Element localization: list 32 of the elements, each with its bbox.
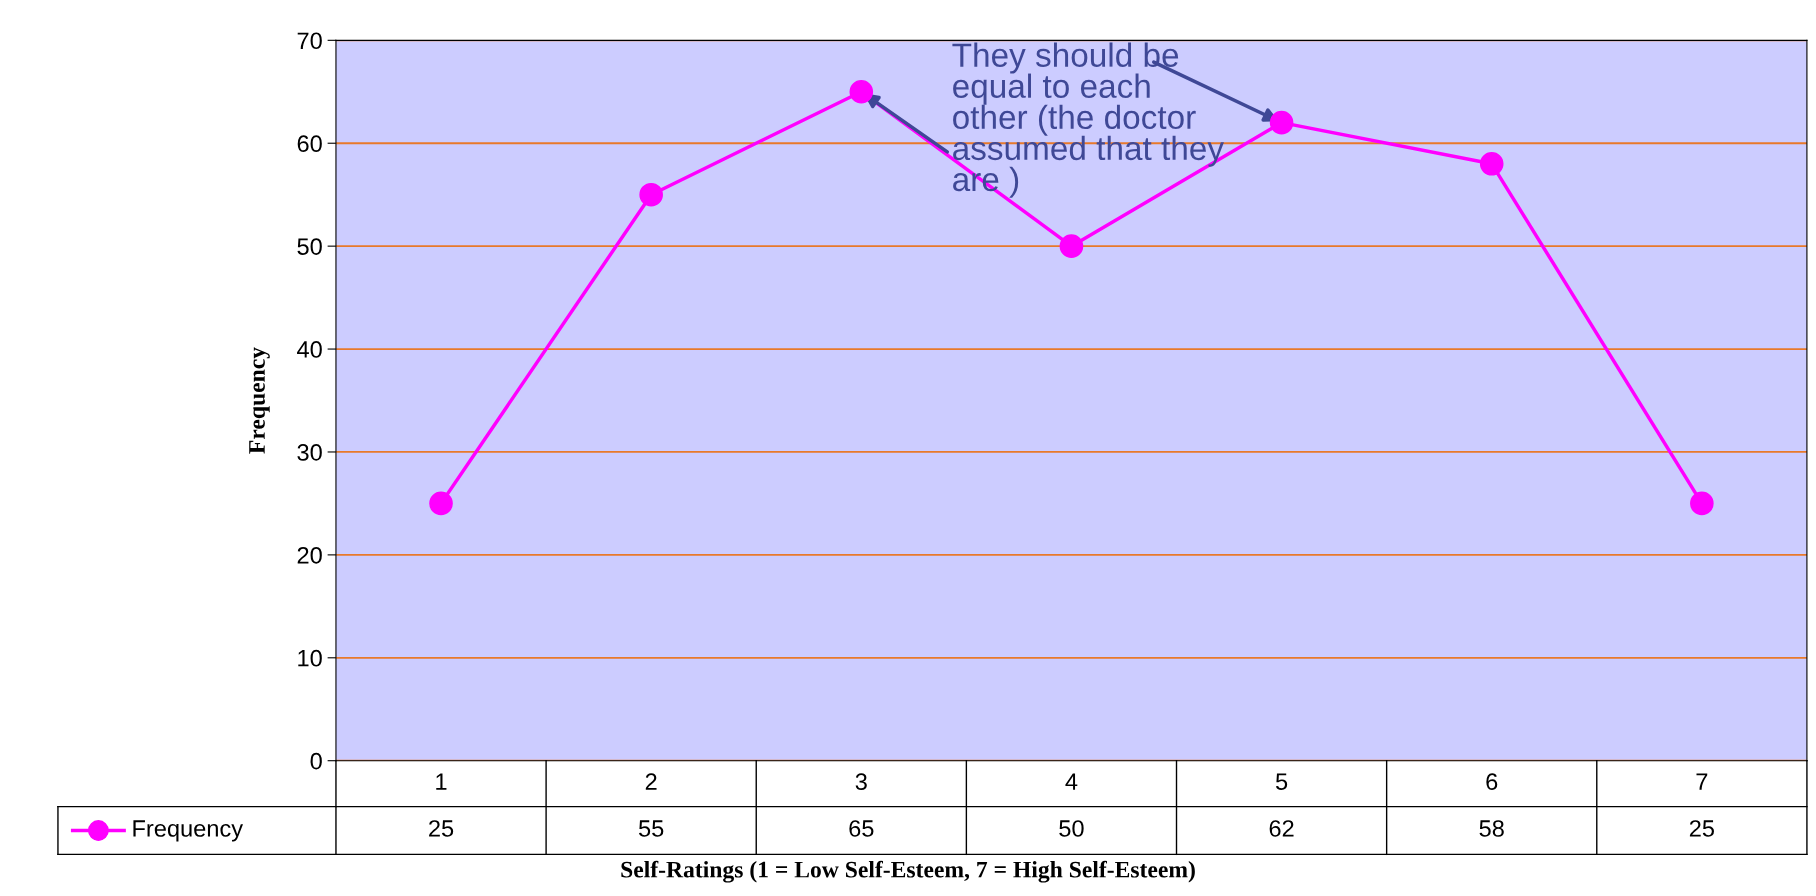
x-tick-label: 5 [1275, 773, 1288, 791]
y-tick-label: 60 [297, 135, 322, 153]
data-label: 25 [1689, 820, 1714, 837]
point [429, 491, 453, 516]
data-label: 25 [429, 820, 454, 837]
y-tick-label: 20 [297, 546, 322, 564]
y-axis-title: Frequency [249, 347, 270, 454]
point [1269, 110, 1294, 135]
y-tick-label: 0 [310, 752, 322, 770]
x-tick-label: 3 [855, 773, 867, 791]
data-label: 65 [849, 820, 874, 837]
data-label: 62 [1269, 820, 1294, 837]
x-tick-label: 1 [436, 773, 447, 790]
point [1059, 234, 1084, 258]
point [1690, 491, 1714, 516]
point [849, 79, 874, 104]
x-tick-label: 2 [645, 773, 657, 790]
y-tick-label: 40 [297, 341, 322, 358]
y-tick-label: 50 [297, 238, 322, 255]
data-label: 50 [1059, 820, 1084, 837]
data-label: 58 [1479, 820, 1504, 837]
x-tick-label: 6 [1486, 773, 1498, 791]
y-tick-label: 70 [297, 32, 322, 50]
point [1479, 152, 1504, 176]
x-axis-title: Self-Ratings (1 = Low Self-Esteem, 7 = High Self-Esteem) [621, 860, 1195, 883]
x-tick-label: 4 [1065, 773, 1078, 790]
point [639, 182, 663, 207]
legend-label: Frequency [133, 820, 244, 842]
y-tick-label: 10 [298, 649, 322, 667]
x-tick-label: 7 [1696, 773, 1708, 790]
y-tick-label: 30 [297, 444, 322, 461]
data-label: 55 [638, 820, 664, 837]
